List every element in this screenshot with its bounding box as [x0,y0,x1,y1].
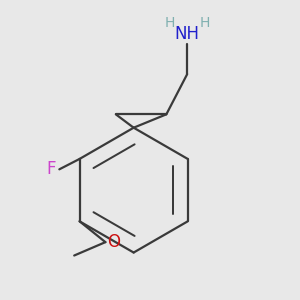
Text: O: O [107,233,120,251]
Text: NH: NH [175,25,200,43]
Text: H: H [200,16,210,30]
Text: F: F [47,160,56,178]
Text: H: H [164,16,175,30]
